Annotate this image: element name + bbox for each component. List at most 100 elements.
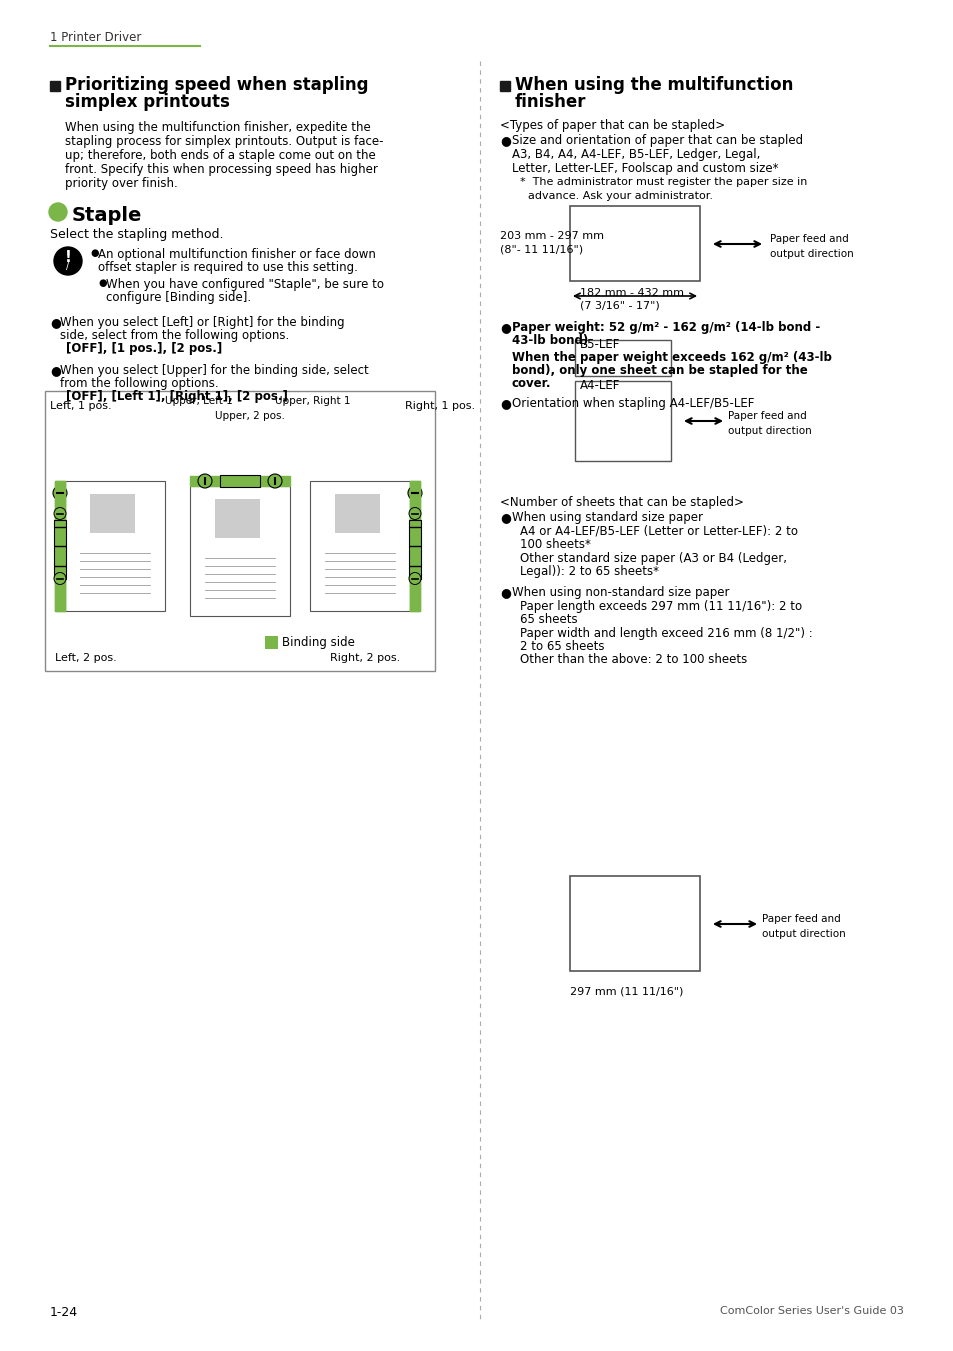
Text: When you select [Left] or [Right] for the binding: When you select [Left] or [Right] for th… xyxy=(60,316,344,330)
Text: priority over finish.: priority over finish. xyxy=(65,177,177,190)
Text: ●: ● xyxy=(90,249,98,258)
Text: Upper, Right 1: Upper, Right 1 xyxy=(274,396,350,407)
Text: Paper weight: 52 g/m² - 162 g/m² (14-lb bond -: Paper weight: 52 g/m² - 162 g/m² (14-lb … xyxy=(512,322,820,334)
Bar xyxy=(190,476,290,486)
Text: Prioritizing speed when stapling: Prioritizing speed when stapling xyxy=(65,76,368,95)
Text: ●: ● xyxy=(50,363,61,377)
Text: Orientation when stapling A4-LEF/B5-LEF: Orientation when stapling A4-LEF/B5-LEF xyxy=(512,397,754,409)
Text: 182 mm - 432 mm: 182 mm - 432 mm xyxy=(579,288,683,299)
Bar xyxy=(54,520,66,578)
Text: Binding side: Binding side xyxy=(282,636,355,648)
Text: (7 3/16" - 17"): (7 3/16" - 17") xyxy=(579,301,659,311)
Text: ●: ● xyxy=(499,322,511,334)
Bar xyxy=(65,481,165,611)
Circle shape xyxy=(54,508,66,520)
Bar xyxy=(569,875,700,971)
Text: B5-LEF: B5-LEF xyxy=(579,338,619,351)
Text: /: / xyxy=(67,261,70,272)
Bar xyxy=(335,494,379,534)
Text: configure [Binding side].: configure [Binding side]. xyxy=(106,290,251,304)
Circle shape xyxy=(54,573,66,585)
Text: up; therefore, both ends of a staple come out on the: up; therefore, both ends of a staple com… xyxy=(65,149,375,162)
Text: Right, 1 pos.: Right, 1 pos. xyxy=(405,401,475,411)
Text: bond), only one sheet can be stapled for the: bond), only one sheet can be stapled for… xyxy=(512,363,807,377)
Text: 203 mm - 297 mm: 203 mm - 297 mm xyxy=(499,231,603,240)
Text: A3, B4, A4, A4-LEF, B5-LEF, Ledger, Legal,: A3, B4, A4, A4-LEF, B5-LEF, Ledger, Lega… xyxy=(512,149,760,161)
Text: Letter, Letter-LEF, Foolscap and custom size*: Letter, Letter-LEF, Foolscap and custom … xyxy=(512,162,778,176)
Bar xyxy=(220,476,260,486)
Text: ●: ● xyxy=(50,316,61,330)
Circle shape xyxy=(409,508,420,520)
Text: When you select [Upper] for the binding side, select: When you select [Upper] for the binding … xyxy=(60,363,369,377)
Text: <Number of sheets that can be stapled>: <Number of sheets that can be stapled> xyxy=(499,496,743,509)
Text: advance. Ask your administrator.: advance. Ask your administrator. xyxy=(527,190,712,201)
Text: 1 Printer Driver: 1 Printer Driver xyxy=(50,31,141,45)
Text: cover.: cover. xyxy=(512,377,551,390)
Text: When using standard size paper: When using standard size paper xyxy=(512,511,702,524)
Text: output direction: output direction xyxy=(769,249,853,259)
Text: Left, 2 pos.: Left, 2 pos. xyxy=(55,653,116,663)
Bar xyxy=(575,340,670,376)
Text: Upper, 2 pos.: Upper, 2 pos. xyxy=(214,411,285,422)
Text: Size and orientation of paper that can be stapled: Size and orientation of paper that can b… xyxy=(512,134,802,147)
Bar xyxy=(310,481,410,611)
Bar xyxy=(569,205,700,281)
Text: finisher: finisher xyxy=(515,93,586,111)
Text: Other than the above: 2 to 100 sheets: Other than the above: 2 to 100 sheets xyxy=(519,653,746,666)
Text: 1-24: 1-24 xyxy=(50,1306,78,1319)
Text: Paper feed and: Paper feed and xyxy=(769,234,848,245)
Text: [OFF], [1 pos.], [2 pos.]: [OFF], [1 pos.], [2 pos.] xyxy=(66,342,222,355)
Text: offset stapler is required to use this setting.: offset stapler is required to use this s… xyxy=(98,261,357,274)
Bar xyxy=(410,481,419,611)
Circle shape xyxy=(49,203,67,222)
Text: A4-LEF: A4-LEF xyxy=(579,380,619,392)
Text: Paper width and length exceed 216 mm (8 1/2") :: Paper width and length exceed 216 mm (8 … xyxy=(519,627,812,640)
Circle shape xyxy=(409,573,420,585)
Text: An optional multifunction finisher or face down: An optional multifunction finisher or fa… xyxy=(98,249,375,261)
Text: 2 to 65 sheets: 2 to 65 sheets xyxy=(519,640,604,653)
Text: When using non-standard size paper: When using non-standard size paper xyxy=(512,586,729,598)
Bar xyxy=(55,481,65,611)
Text: !: ! xyxy=(65,250,71,266)
Text: <Types of paper that can be stapled>: <Types of paper that can be stapled> xyxy=(499,119,724,132)
Bar xyxy=(45,390,435,671)
Bar xyxy=(190,486,290,616)
Text: output direction: output direction xyxy=(727,426,811,436)
Text: ●: ● xyxy=(499,586,511,598)
Text: 100 sheets*: 100 sheets* xyxy=(519,538,590,551)
Bar xyxy=(410,481,419,611)
Bar xyxy=(214,499,260,538)
Text: stapling process for simplex printouts. Output is face-: stapling process for simplex printouts. … xyxy=(65,135,383,149)
Bar xyxy=(50,81,60,91)
Circle shape xyxy=(53,486,67,500)
Text: ●: ● xyxy=(499,134,511,147)
Text: side, select from the following options.: side, select from the following options. xyxy=(60,330,289,342)
Text: Select the stapling method.: Select the stapling method. xyxy=(50,228,223,240)
Text: Right, 2 pos.: Right, 2 pos. xyxy=(330,653,400,663)
Bar xyxy=(575,381,670,461)
Text: Upper, Left 1: Upper, Left 1 xyxy=(165,396,233,407)
Text: When you have configured "Staple", be sure to: When you have configured "Staple", be su… xyxy=(106,278,384,290)
Text: ComColor Series User's Guide 03: ComColor Series User's Guide 03 xyxy=(720,1306,903,1316)
Text: [OFF], [Left 1], [Right 1], [2 pos.]: [OFF], [Left 1], [Right 1], [2 pos.] xyxy=(66,390,288,403)
Text: output direction: output direction xyxy=(761,929,845,939)
Text: *  The administrator must register the paper size in: * The administrator must register the pa… xyxy=(519,177,806,186)
Text: Paper feed and: Paper feed and xyxy=(761,915,840,924)
Text: Paper feed and: Paper feed and xyxy=(727,411,806,422)
Circle shape xyxy=(198,474,212,488)
Bar xyxy=(55,481,65,611)
Text: Left, 1 pos.: Left, 1 pos. xyxy=(50,401,112,411)
Circle shape xyxy=(268,474,282,488)
Text: 65 sheets: 65 sheets xyxy=(519,613,577,626)
Text: When the paper weight exceeds 162 g/m² (43-lb: When the paper weight exceeds 162 g/m² (… xyxy=(512,351,831,363)
Circle shape xyxy=(54,247,82,276)
Text: 43-lb bond): 43-lb bond) xyxy=(512,334,588,347)
Text: When using the multifunction finisher, expedite the: When using the multifunction finisher, e… xyxy=(65,122,371,134)
Bar xyxy=(499,81,510,91)
Bar xyxy=(265,636,277,648)
Text: When using the multifunction: When using the multifunction xyxy=(515,76,793,95)
Circle shape xyxy=(408,486,421,500)
Text: Staple: Staple xyxy=(71,205,142,226)
Text: front. Specify this when processing speed has higher: front. Specify this when processing spee… xyxy=(65,163,377,176)
Text: from the following options.: from the following options. xyxy=(60,377,218,390)
